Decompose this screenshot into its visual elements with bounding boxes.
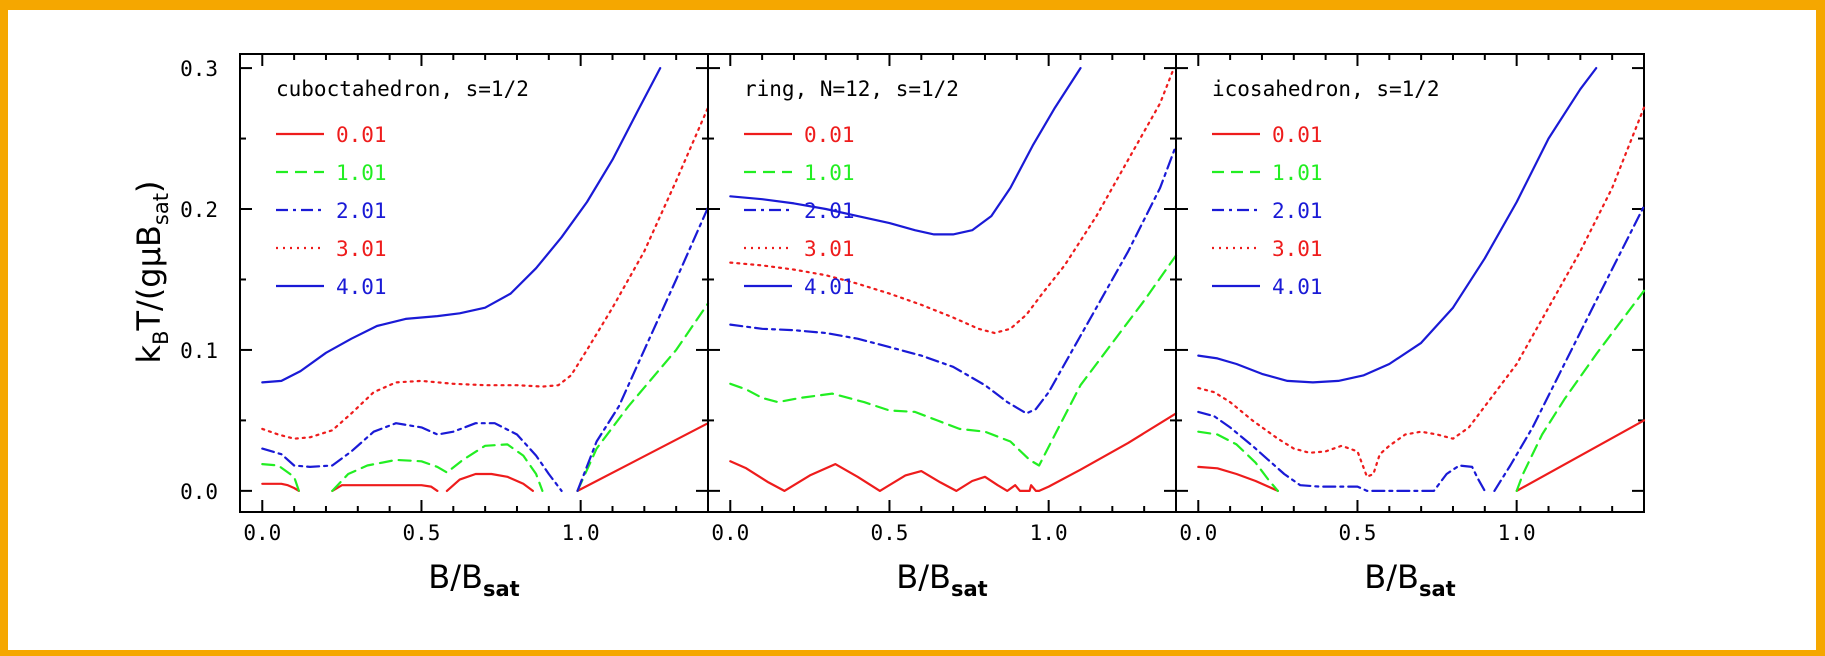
x-tick-label: 0.5 — [403, 521, 441, 545]
series-line-0.01 — [261, 482, 300, 492]
legend-label-3.01: 3.01 — [336, 237, 387, 261]
series-line-1.01 — [576, 302, 710, 492]
legend-label-1.01: 1.01 — [804, 161, 855, 185]
y-tick-label: 0.0 — [180, 480, 218, 504]
x-tick-label: 0.5 — [871, 521, 909, 545]
series-line-2.01 — [576, 206, 710, 492]
panel-3: 0.0 0.5 1.0 B/Bsat icosahedron, s=1/2 0.01 1.0… — [1175, 53, 1646, 601]
series-line-4.01 — [261, 66, 662, 384]
legend-label-1.01: 1.01 — [1272, 161, 1323, 185]
series-line-4.01 — [1197, 66, 1598, 384]
y-axis-title-sub1: B — [149, 331, 173, 345]
legend-label-4.01: 4.01 — [1272, 275, 1323, 299]
series-line-1.01 — [1197, 430, 1280, 492]
x-tick-label: 1.0 — [1498, 521, 1536, 545]
x-tick-label: 1.0 — [562, 521, 600, 545]
series-line-0.01 — [729, 412, 1178, 492]
y-tick-label: 0.2 — [180, 198, 218, 222]
legend-label-1.01: 1.01 — [336, 161, 387, 185]
y-tick-label: 0.1 — [180, 339, 218, 363]
series-line-3.01 — [1197, 106, 1646, 478]
legend-label-2.01: 2.01 — [804, 199, 855, 223]
legend-label-0.01: 0.01 — [804, 123, 855, 147]
y-tick-label: 0.3 — [180, 57, 218, 81]
x-axis-title-sub: sat — [483, 577, 520, 601]
panels: 0.0 0.5 1.00.00.10.20.3B/Bsatcuboctahedron… — [180, 53, 1646, 601]
series-line-1.01 — [261, 463, 300, 492]
series-line-2.01 — [729, 144, 1178, 415]
figure-frame: kBT/(gμBsat) 0.0 0.5 1.0 0.0 0.1 0.2 0.3 B/Bsat… — [8, 10, 1816, 650]
y-axis-title-main: k — [130, 344, 168, 363]
legend-label-3.01: 3.01 — [1272, 237, 1323, 261]
series-line-1.01 — [729, 254, 1178, 467]
panel-1: 0.0 0.5 1.0 0.0 0.1 0.2 0.3 B/Bsat cuboctahedron… — [180, 53, 710, 601]
x-axis-title-main: B/B — [896, 558, 951, 596]
series-line-4.01 — [729, 66, 1082, 236]
series-line-1.01 — [331, 443, 544, 492]
x-axis-title-sub: sat — [951, 577, 988, 601]
x-axis-title-sub: sat — [1419, 577, 1456, 601]
chart-figure: kBT/(gμBsat) 0.0 0.5 1.00.00.10.20.3B/Bsat… — [130, 53, 1646, 601]
x-axis-title: B/Bsat — [896, 558, 987, 601]
plot-frame — [1175, 53, 1645, 513]
legend-label-0.01: 0.01 — [1272, 123, 1323, 147]
panel-title: icosahedron, s=1/2 — [1212, 77, 1440, 101]
x-tick-label: 0.5 — [1339, 521, 1377, 545]
x-axis-title-main: B/B — [428, 558, 483, 596]
panel-title: cuboctahedron, s=1/2 — [276, 77, 529, 101]
x-tick-label: 1.0 — [1030, 521, 1068, 545]
legend-label-2.01: 2.01 — [1272, 199, 1323, 223]
y-axis-title-sub2: sat — [149, 193, 173, 225]
legend-label-0.01: 0.01 — [336, 123, 387, 147]
legend-label-4.01: 4.01 — [336, 275, 387, 299]
y-axis-title-end: ) — [130, 181, 168, 193]
series-line-2.01 — [1493, 205, 1646, 492]
series-line-1.01 — [1515, 289, 1646, 492]
legend-label-2.01: 2.01 — [336, 199, 387, 223]
x-axis-title-main: B/B — [1364, 558, 1419, 596]
x-tick-label: 0.0 — [711, 521, 749, 545]
series-line-0.01 — [445, 472, 535, 492]
legend-label-4.01: 4.01 — [804, 275, 855, 299]
series-line-2.01 — [261, 422, 563, 492]
y-axis-title: kBT/(gμBsat) — [130, 181, 173, 364]
x-tick-label: 0.0 — [243, 521, 281, 545]
x-axis-title: B/Bsat — [1364, 558, 1455, 601]
series-line-2.01 — [1197, 410, 1486, 492]
legend-label-3.01: 3.01 — [804, 237, 855, 261]
series-line-0.01 — [1197, 465, 1280, 492]
x-axis-title: B/Bsat — [428, 558, 519, 601]
y-axis-title-mid: T/(gμB — [130, 225, 168, 331]
panel-2: 0.0 0.5 1.0 B/Bsat ring, N=12, s=1/2 0.01 1.01… — [707, 53, 1178, 601]
series-line-0.01 — [1515, 419, 1646, 492]
x-tick-label: 0.0 — [1179, 521, 1217, 545]
series-line-0.01 — [576, 422, 710, 492]
plot-frame — [239, 53, 709, 513]
panel-title: ring, N=12, s=1/2 — [744, 77, 959, 101]
series-line-0.01 — [331, 484, 439, 492]
plot-frame — [707, 53, 1177, 513]
series-line-3.01 — [729, 69, 1174, 335]
series-line-3.01 — [261, 106, 710, 440]
